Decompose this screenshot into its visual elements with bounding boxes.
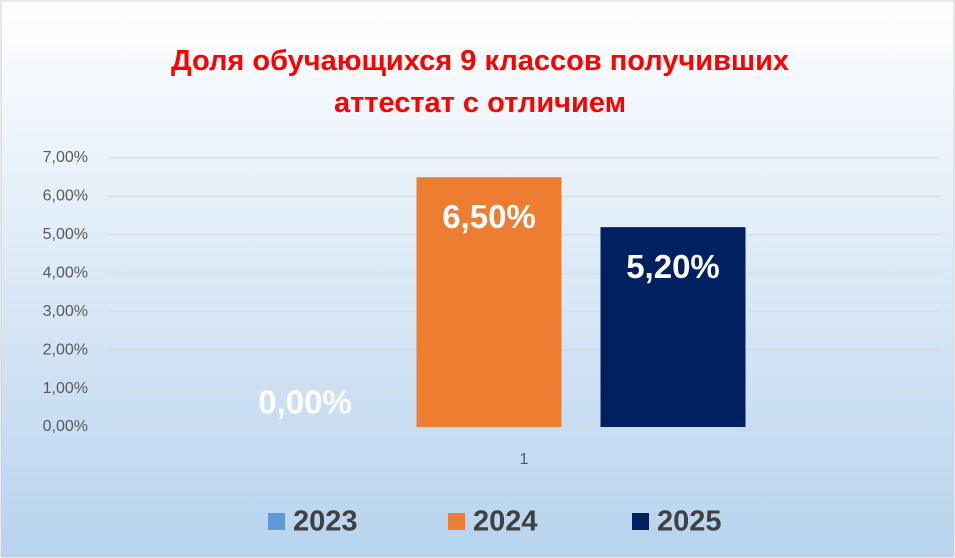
y-tick-label: 6,00% (43, 188, 88, 205)
data-label: 0,00% (258, 384, 352, 421)
legend-swatch (448, 513, 465, 530)
y-tick-label: 1,00% (43, 380, 88, 397)
legend-swatch (632, 513, 649, 530)
legend-label: 2024 (473, 506, 538, 538)
legend-label: 2023 (293, 506, 358, 538)
legend-swatch (268, 513, 285, 530)
y-tick-label: 0,00% (43, 418, 88, 435)
bar (416, 177, 562, 427)
data-label: 5,20% (626, 248, 720, 285)
y-tick-label: 3,00% (43, 303, 88, 320)
y-tick-label: 4,00% (43, 265, 88, 282)
legend-label: 2025 (657, 506, 722, 538)
chart-title: Доля обучающихся 9 классов получивших ат… (170, 45, 790, 119)
y-tick-label: 7,00% (43, 149, 88, 166)
y-tick-label: 2,00% (43, 341, 88, 358)
y-tick-label: 5,00% (43, 226, 88, 243)
x-tick-label: 1 (520, 451, 529, 468)
bar (600, 227, 746, 427)
data-label: 6,50% (442, 198, 536, 235)
